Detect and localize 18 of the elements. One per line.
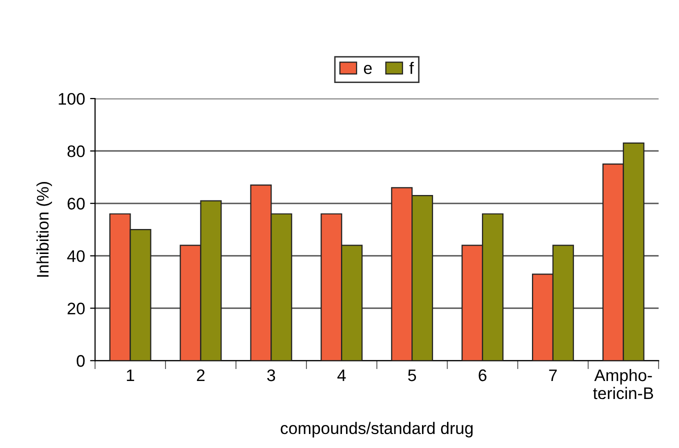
- y-tick-label: 80: [68, 145, 85, 158]
- legend-label: f: [409, 62, 414, 74]
- legend-label: e: [364, 64, 372, 74]
- x-tick-label: 6: [478, 369, 486, 382]
- x-tick-label: Ampho- tericin-B: [593, 368, 654, 400]
- x-tick-label: 2: [196, 369, 205, 382]
- y-tick-label: 100: [58, 92, 85, 105]
- x-axis-title: compounds/standard drug: [280, 422, 473, 438]
- y-tick-label: 20: [68, 302, 85, 314]
- x-tick-label: 3: [267, 369, 276, 382]
- y-tick-label: 60: [68, 198, 85, 210]
- y-tick-label: 0: [76, 355, 85, 367]
- x-tick-label: 7: [549, 370, 557, 382]
- x-tick-label: 4: [337, 370, 346, 382]
- y-tick-label: 40: [67, 250, 85, 262]
- x-tick-label: 1: [126, 370, 134, 382]
- y-axis-title: Inhibition (%): [36, 182, 52, 277]
- x-tick-label: 5: [408, 370, 416, 382]
